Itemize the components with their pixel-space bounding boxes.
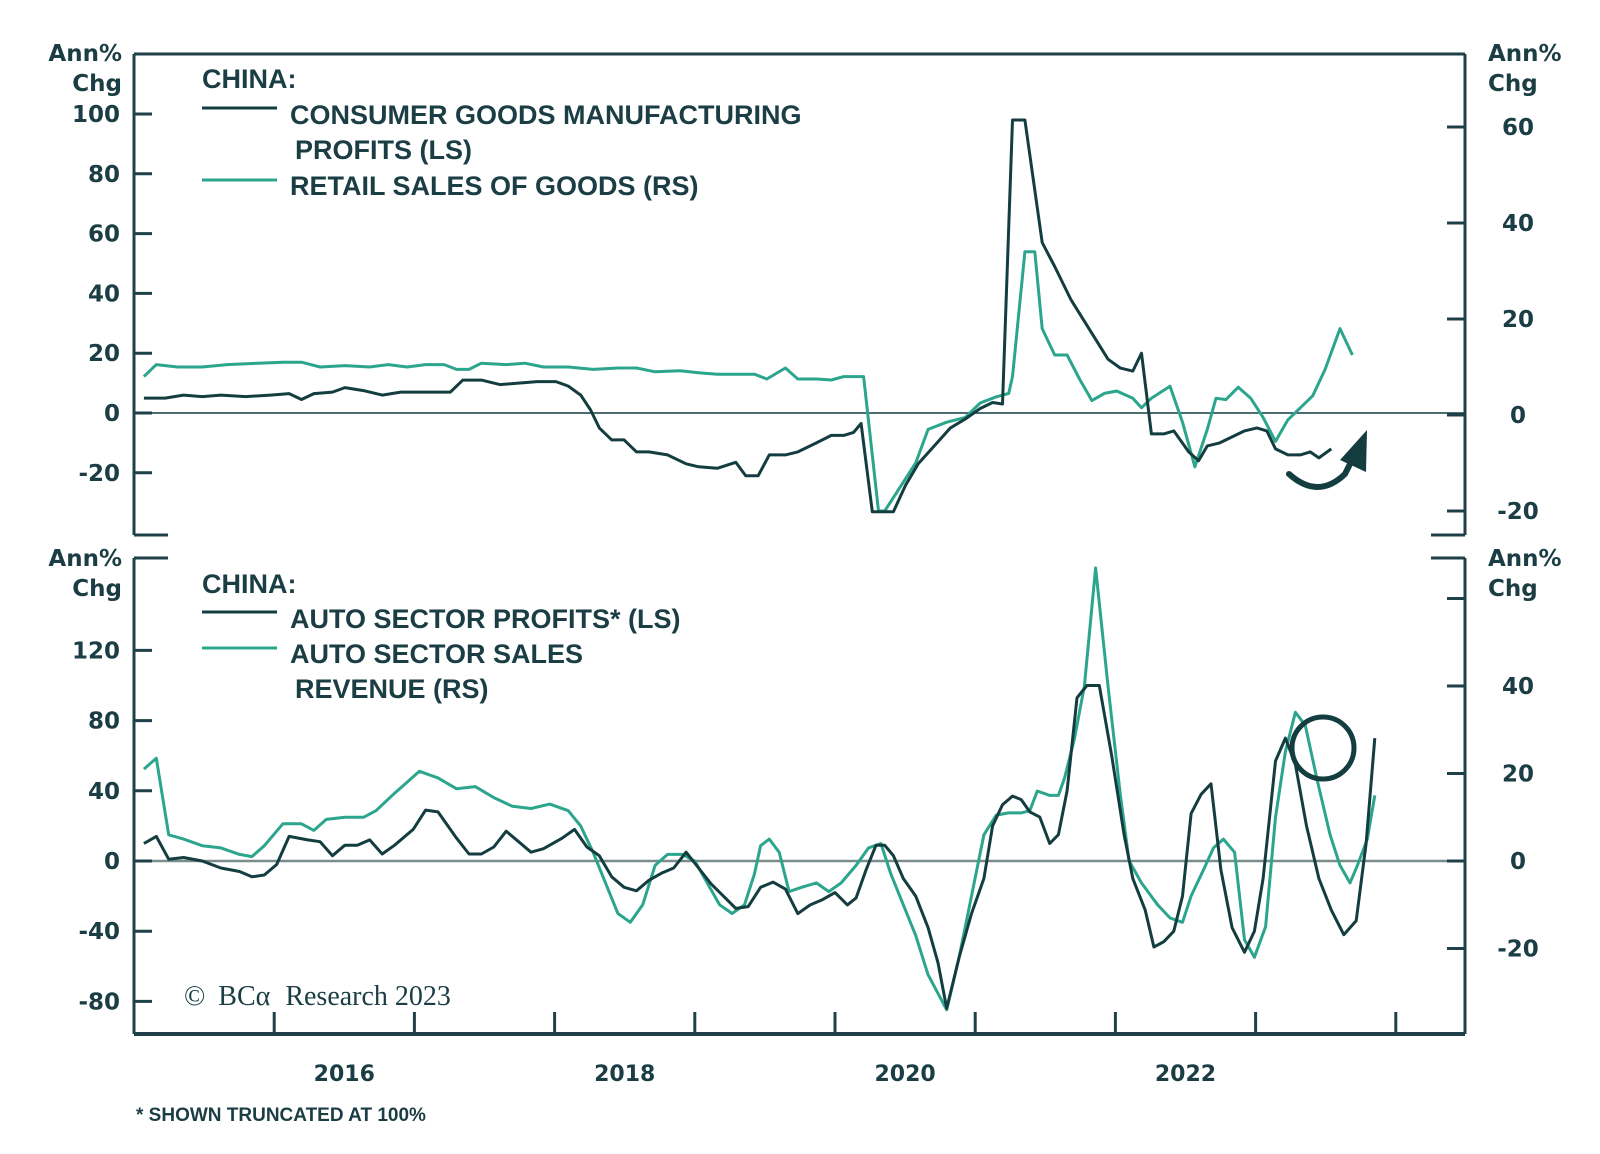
bottom-left-tick-label: 0 bbox=[104, 849, 120, 875]
bottom-left-tick-label: 40 bbox=[88, 779, 120, 805]
highlight-circle-annotation bbox=[1289, 714, 1357, 782]
bottom-right-tick-label: 20 bbox=[1502, 762, 1534, 788]
copyright-notice: © BCα Research 2023 bbox=[184, 981, 451, 1012]
bottom-legend-label-series2-line1: AUTO SECTOR SALES bbox=[290, 639, 583, 669]
x-tick-label: 2016 bbox=[314, 1062, 375, 1087]
bottom-right-unit-label-line2: Chg bbox=[1488, 576, 1538, 602]
top-left-unit-label-line2: Chg bbox=[72, 71, 122, 97]
copyright-brand: BCα bbox=[218, 981, 270, 1012]
x-axis bbox=[272, 1012, 1398, 1034]
bottom-series-ls-line bbox=[143, 684, 1377, 1010]
top-series-lines bbox=[142, 118, 1354, 514]
copyright-rest: Research 2023 bbox=[285, 981, 451, 1012]
top-series-rs-line bbox=[142, 250, 1354, 513]
up-arrow-annotation bbox=[1286, 430, 1367, 490]
curved-arrow-shaft bbox=[1286, 457, 1355, 490]
top-left-unit-label-line1: Ann% bbox=[48, 41, 122, 67]
bottom-series-rs-line bbox=[142, 566, 1377, 1012]
bottom-axes-frame bbox=[132, 556, 1467, 1036]
arrow-head-icon bbox=[1340, 430, 1367, 472]
top-left-tick-label: 20 bbox=[88, 341, 120, 367]
top-left-tick-label: 80 bbox=[88, 162, 120, 188]
top-right-axis: 60 40 20 0 -20 bbox=[1447, 115, 1539, 525]
top-left-tick-label: 0 bbox=[104, 401, 120, 427]
bottom-left-tick-label: -80 bbox=[78, 989, 120, 1015]
top-legend-label-series1-line2: PROFITS (LS) bbox=[295, 135, 472, 165]
top-left-axis: 100 80 60 40 20 0 -20 bbox=[72, 102, 152, 487]
top-legend-label-series1-line1: CONSUMER GOODS MANUFACTURING bbox=[290, 100, 802, 130]
bottom-legend-label-series2-line2: REVENUE (RS) bbox=[295, 674, 489, 704]
bottom-left-tick-label: 120 bbox=[72, 638, 120, 664]
top-right-tick-label: 0 bbox=[1510, 403, 1526, 429]
bottom-left-axis: 120 80 40 0 -40 -80 bbox=[72, 638, 152, 1015]
top-legend-label-series2: RETAIL SALES OF GOODS (RS) bbox=[290, 171, 699, 201]
top-right-unit-label-line2: Chg bbox=[1488, 71, 1538, 97]
bottom-panel: Ann% Chg Ann% Chg 120 80 40 0 -40 -80 40 20 0 -2… bbox=[48, 546, 1562, 1036]
bottom-legend-label-series1: AUTO SECTOR PROFITS* (LS) bbox=[290, 604, 681, 634]
top-left-tick-label: 40 bbox=[88, 281, 120, 307]
x-tick-label: 2020 bbox=[874, 1062, 935, 1087]
top-left-tick-label: 100 bbox=[72, 102, 120, 128]
x-tick-label: 2022 bbox=[1155, 1062, 1216, 1087]
top-left-tick-label: -20 bbox=[78, 461, 120, 487]
top-right-tick-label: 60 bbox=[1502, 115, 1534, 141]
x-axis-labels: 2016 2018 2020 2022 bbox=[314, 1062, 1216, 1087]
top-right-unit-label-line1: Ann% bbox=[1488, 41, 1562, 67]
top-right-tick-label: -20 bbox=[1497, 499, 1539, 525]
bottom-right-tick-label: -20 bbox=[1497, 937, 1539, 963]
top-legend-title: CHINA: bbox=[202, 64, 297, 94]
bottom-left-unit-label-line2: Chg bbox=[72, 576, 122, 602]
bottom-right-unit-label-line1: Ann% bbox=[1488, 546, 1562, 572]
top-legend: CHINA: CONSUMER GOODS MANUFACTURING PROF… bbox=[202, 64, 802, 201]
bottom-right-tick-label: 0 bbox=[1510, 849, 1526, 875]
bottom-series-lines bbox=[142, 566, 1377, 1012]
bottom-legend: CHINA: AUTO SECTOR PROFITS* (LS) AUTO SE… bbox=[202, 569, 681, 704]
footnote: * SHOWN TRUNCATED AT 100% bbox=[136, 1105, 426, 1126]
bottom-legend-title: CHINA: bbox=[202, 569, 297, 599]
top-series-ls-line bbox=[143, 118, 1333, 514]
copyright-symbol: © bbox=[184, 981, 205, 1012]
top-left-tick-label: 60 bbox=[88, 222, 120, 248]
bottom-right-axis: 40 20 0 -20 bbox=[1447, 597, 1539, 963]
bottom-left-tick-label: -40 bbox=[78, 919, 120, 945]
top-right-tick-label: 20 bbox=[1502, 307, 1534, 333]
top-right-tick-label: 40 bbox=[1502, 211, 1534, 237]
bottom-right-tick-label: 40 bbox=[1502, 674, 1534, 700]
x-tick-label: 2018 bbox=[594, 1062, 655, 1087]
top-panel: Ann% Chg Ann% Chg 100 80 60 40 20 0 -20 60 40 20… bbox=[48, 41, 1562, 537]
bottom-left-unit-label-line1: Ann% bbox=[48, 546, 122, 572]
bottom-left-tick-label: 80 bbox=[88, 709, 120, 735]
